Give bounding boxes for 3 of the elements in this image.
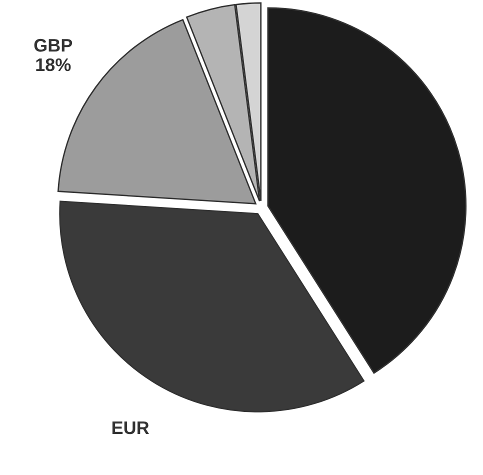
slice-label: EUR	[112, 422, 150, 434]
slice-label: GBP	[34, 38, 72, 52]
data-label: 18%	[36, 58, 71, 72]
